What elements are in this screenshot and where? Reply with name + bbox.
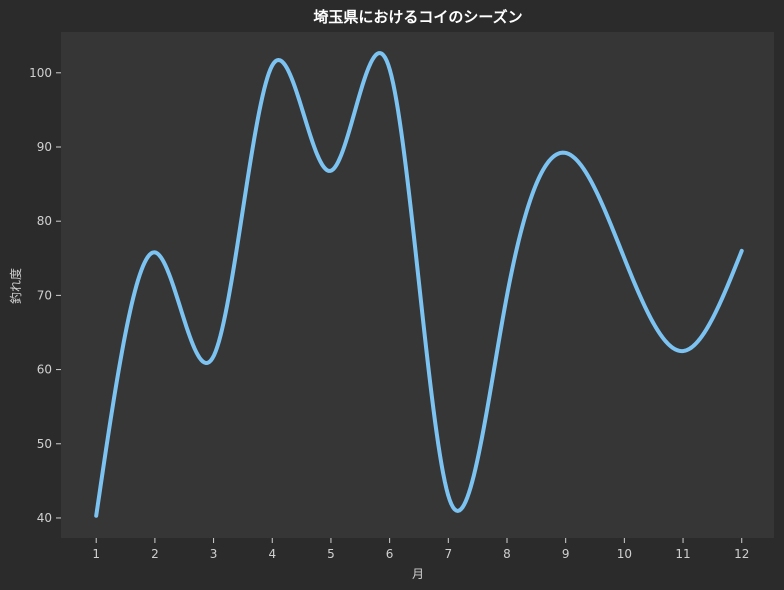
y-tick-label: 70 bbox=[37, 288, 52, 302]
x-tick-label: 7 bbox=[444, 547, 452, 561]
x-tick-label: 10 bbox=[617, 547, 632, 561]
y-tick-label: 100 bbox=[29, 66, 52, 80]
x-tick-label: 5 bbox=[327, 547, 335, 561]
x-axis-label: 月 bbox=[412, 567, 424, 581]
x-tick-label: 2 bbox=[151, 547, 159, 561]
y-tick-label: 40 bbox=[37, 511, 52, 525]
x-axis: 1 2 3 4 5 6 7 8 9 10 11 12 bbox=[92, 538, 749, 561]
series-line-0 bbox=[94, 51, 744, 518]
y-tick-label: 80 bbox=[37, 214, 52, 228]
y-axis: 40 50 60 70 80 90 100 bbox=[29, 66, 61, 525]
x-tick-label: 9 bbox=[562, 547, 570, 561]
x-tick-label: 6 bbox=[386, 547, 394, 561]
y-tick-label: 90 bbox=[37, 140, 52, 154]
y-tick-label: 60 bbox=[37, 363, 52, 377]
y-tick-label: 50 bbox=[37, 437, 52, 451]
x-tick-label: 3 bbox=[210, 547, 218, 561]
chart-title: 埼玉県におけるコイのシーズン bbox=[313, 8, 522, 26]
y-axis-label: 釣れ度 bbox=[8, 268, 23, 304]
x-tick-label: 1 bbox=[92, 547, 100, 561]
x-tick-label: 12 bbox=[734, 547, 749, 561]
series-layer bbox=[94, 51, 744, 518]
x-tick-label: 8 bbox=[503, 547, 511, 561]
x-tick-label: 11 bbox=[675, 547, 690, 561]
x-tick-label: 4 bbox=[268, 547, 276, 561]
